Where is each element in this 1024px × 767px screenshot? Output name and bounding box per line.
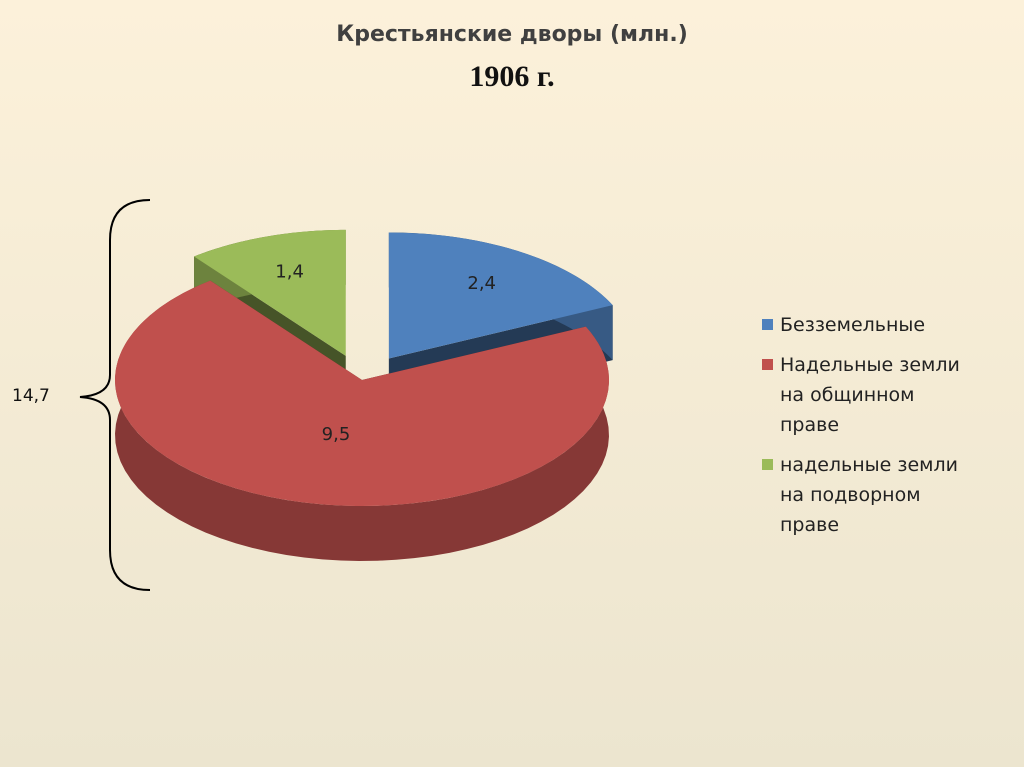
value-label: 1,4 [275,261,304,282]
legend-label: надельные земли на подворном праве [780,454,959,536]
value-label: 2,4 [467,273,496,294]
total-label: 14,7 [12,386,50,406]
slice [115,280,609,506]
slice-side [115,280,609,561]
legend-swatch [762,459,773,470]
legend-label: Безземельные [780,314,926,336]
slice: 9,5 [115,280,609,561]
legend-item: надельные земли на подворном праве [760,450,960,540]
value-label: 9,5 [322,424,351,445]
legend-swatch [762,359,773,370]
slice [388,232,613,359]
legend-item: Надельные земли на общинном праве [760,350,960,440]
chart-title: Крестьянские дворы (млн.) [336,22,688,47]
legend-item: Безземельные [760,310,960,340]
total-brace [79,199,151,591]
legend: Безземельные Надельные земли на общинном … [760,310,960,550]
legend-swatch [762,319,773,330]
slice [194,229,346,356]
legend-label: Надельные земли на общинном праве [780,354,960,436]
chart-subtitle: 1906 г. [469,60,555,93]
